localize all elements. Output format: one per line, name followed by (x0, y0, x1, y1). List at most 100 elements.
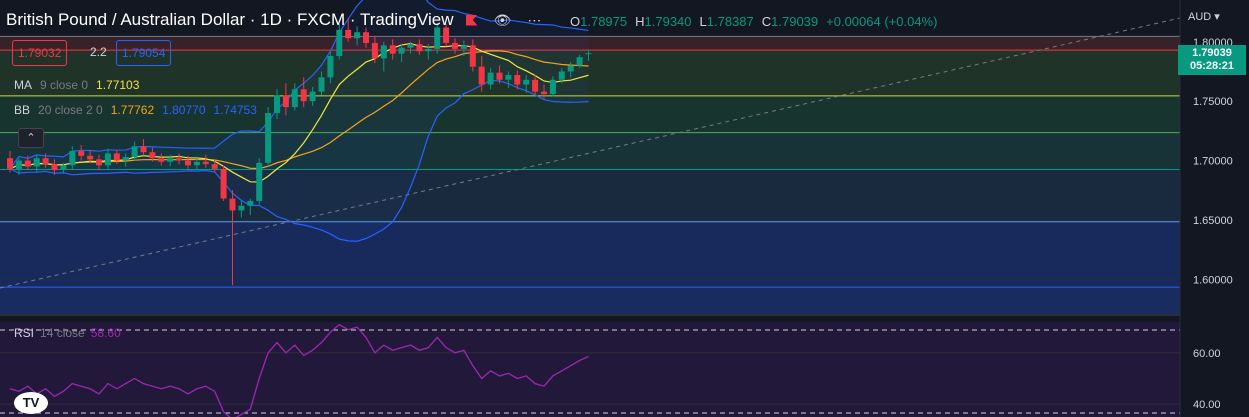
candle-body (158, 158, 165, 162)
currency-selector[interactable]: AUD ▾ (1188, 11, 1220, 23)
candle-body (7, 158, 13, 169)
candle-body (149, 152, 156, 159)
candle (69, 146, 76, 169)
candle-body (443, 27, 450, 43)
candle-body (211, 164, 218, 169)
candle-body (167, 158, 174, 162)
candle (256, 158, 263, 205)
candle-body (42, 158, 49, 165)
candle (140, 139, 147, 156)
candle-body (478, 66, 485, 85)
candle (443, 23, 450, 47)
high-label: H (635, 14, 645, 29)
candle-body (541, 91, 547, 95)
candle-body (532, 79, 539, 92)
flag-icon[interactable] (465, 14, 478, 26)
candle (469, 39, 476, 72)
candle-body (300, 89, 307, 102)
candle-body (202, 161, 209, 165)
candle (202, 154, 209, 168)
candle (104, 148, 111, 169)
fib-retracement[interactable] (0, 35, 1180, 315)
candle-body (452, 42, 458, 49)
candle (24, 155, 31, 171)
candle (345, 18, 352, 42)
candle (193, 158, 200, 171)
candle-body (185, 160, 191, 166)
fib-zone (0, 169, 1180, 222)
candle (60, 162, 67, 174)
price-tick-label: 1.65000 (1193, 215, 1233, 227)
rsi-legend[interactable]: RSI 14 close 58.60 (14, 326, 121, 340)
candle-body (327, 56, 334, 78)
candle (567, 61, 574, 78)
candle-body (460, 45, 467, 49)
candle (434, 22, 441, 54)
candle-body (78, 151, 85, 156)
candle (380, 41, 387, 72)
candle (265, 107, 272, 167)
spread-value: 2.2 (90, 45, 107, 59)
candle-body (425, 48, 432, 52)
rsi-label: RSI (14, 326, 35, 340)
fib-zone (0, 221, 1180, 288)
candle-body (549, 79, 556, 95)
candle-body (407, 44, 414, 48)
candle (452, 38, 458, 54)
candle (496, 65, 503, 84)
candle (478, 56, 485, 92)
candle (576, 54, 583, 68)
candle (585, 49, 592, 61)
sell-price-button[interactable]: 1.79032 (12, 40, 68, 66)
bb-legend[interactable]: BB 20 close 2 0 1.77762 1.80770 1.74753 (14, 103, 257, 117)
candle-body (122, 156, 129, 161)
candle-body (176, 158, 183, 161)
candles (7, 18, 592, 286)
candle-body (505, 75, 512, 80)
current-price-label: 1.79039 05:28:21 (1178, 45, 1246, 76)
buy-price-button[interactable]: 1.79054 (116, 40, 172, 66)
candle-body (220, 168, 227, 199)
more-icon[interactable]: ⋯ (527, 11, 542, 28)
bb-params: 20 close 2 0 (38, 103, 103, 117)
candle (291, 83, 298, 111)
candle (363, 27, 369, 48)
ma-legend[interactable]: MA 9 close 0 1.77103 (14, 78, 139, 92)
candle-body (318, 77, 325, 92)
candle (15, 158, 22, 175)
candle-body (113, 153, 120, 161)
bb-label: BB (14, 103, 31, 117)
candle (149, 147, 156, 162)
candle-body (496, 72, 503, 80)
fib-zone (0, 95, 1180, 133)
fib-zone (0, 287, 1180, 315)
candle-body (309, 91, 316, 102)
candle (523, 75, 530, 93)
candle (87, 149, 94, 163)
ohlc-values: O1.78975 H1.79340 L1.78387 C1.79039 +0.0… (570, 14, 937, 29)
candle (176, 153, 183, 165)
candle (96, 154, 102, 171)
candle (460, 40, 467, 57)
candle (247, 198, 254, 216)
candle-body (389, 45, 396, 54)
candle (398, 44, 405, 62)
candle (514, 70, 521, 90)
open-value: 1.78975 (580, 14, 628, 29)
candle-body (523, 79, 530, 85)
fib-zone (0, 50, 1180, 96)
candle-body (363, 32, 369, 43)
eye-icon[interactable]: 👁 (493, 11, 512, 28)
rsi-value: 58.60 (90, 326, 121, 340)
candle (300, 77, 307, 108)
bb-lower-value: 1.74753 (213, 103, 257, 117)
candle (371, 35, 378, 64)
candle-body (238, 205, 245, 211)
symbol-title[interactable]: British Pound / Australian Dollar · 1D ·… (6, 10, 454, 29)
candle (78, 145, 85, 161)
tradingview-logo[interactable]: TV (14, 392, 48, 414)
trend-line[interactable] (0, 17, 1181, 289)
low-label: L (699, 14, 707, 29)
collapse-legend-button[interactable]: ⌃ (18, 128, 44, 148)
